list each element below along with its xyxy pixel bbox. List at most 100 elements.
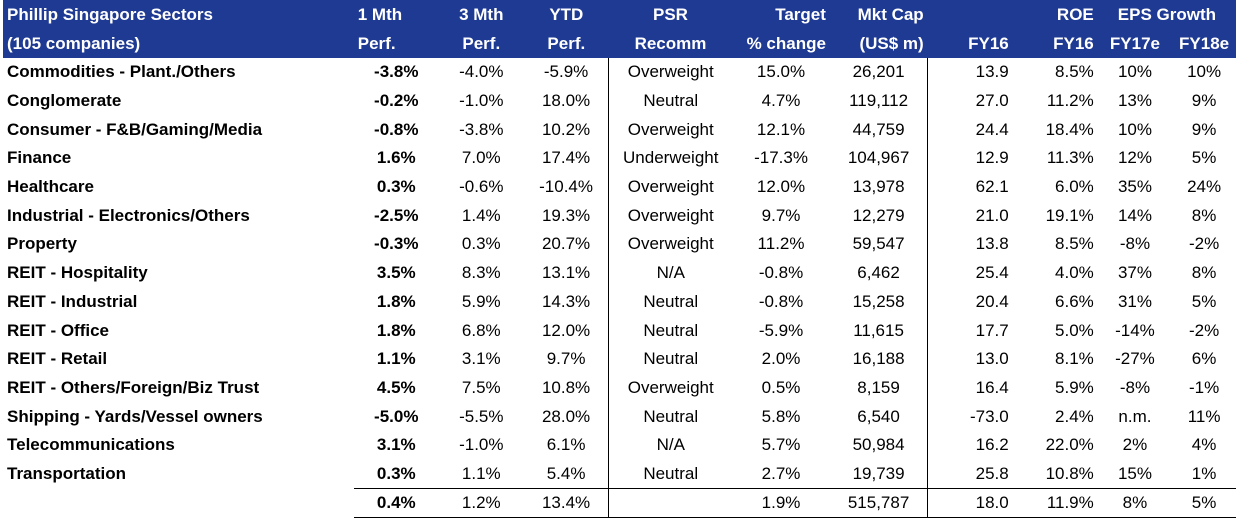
roe-fy16-cell: 11.9%: [1012, 487, 1098, 518]
eps-fy18e-cell: 6%: [1191, 349, 1217, 369]
eps-fy18e-cell: 9%: [1191, 91, 1217, 111]
pe-fy16-cell: 25.8: [975, 463, 1009, 483]
sector-name-cell: REIT - Retail: [7, 349, 108, 369]
psr-recomm-cell: Overweight: [627, 62, 714, 82]
header-3mth: 3 Mth: [438, 0, 524, 29]
sector-name-cell: Property: [7, 234, 77, 254]
eps-fy17e-cell: 37%: [1117, 263, 1152, 283]
psr-recomm-cell: Overweight: [627, 377, 714, 397]
psr-recomm-cell: Neutral: [643, 463, 699, 483]
table-row: Consumer - F&B/Gaming/Media -0.8% -3.8% 10.…: [3, 115, 1236, 145]
pe-fy16-cell: 16.4: [975, 377, 1009, 397]
table-row: REIT - Office 1.8% 6.8% 12.0% Neutral -5.9% 11…: [3, 316, 1236, 345]
sector-name-cell: REIT - Hospitality: [7, 263, 148, 283]
header-psr: PSR: [608, 0, 733, 29]
mkt-cap-cell: 50,984: [829, 430, 929, 460]
table-row: Conglomerate -0.2% -1.0% 18.0% Neutral 4.7% 11…: [3, 86, 1236, 116]
perf-3mth-cell: -5.5%: [459, 406, 504, 426]
table-row: Finance 1.6% 7.0% 17.4% Underweight -17.3% 104…: [3, 144, 1236, 173]
pe-fy16-cell: 13.9: [975, 62, 1009, 82]
sector-performance-table: Phillip Singapore Sectors 1 Mth 3 Mth YT…: [3, 0, 1236, 518]
table-row: REIT - Industrial 1.8% 5.9% 14.3% Neutral -0.…: [3, 287, 1236, 317]
target-change-cell: -5.9%: [758, 320, 804, 340]
perf-3mth-cell: 0.3%: [461, 234, 501, 254]
total-row: 0.4% 1.2% 13.4% 1.9% 515,787 18.0 11.9% 8% 5%: [3, 487, 1236, 518]
mkt-cap-cell: 6,540: [829, 402, 929, 431]
roe-fy16-cell: 8.5%: [1055, 62, 1094, 82]
eps-fy18e-cell: 9%: [1191, 119, 1217, 139]
roe-fy16-cell: 8.5%: [1055, 234, 1094, 254]
perf-1mth-cell: -0.2%: [374, 91, 419, 111]
perf-1mth-cell: 3.5%: [376, 263, 416, 283]
perf-3mth-cell: 1.1%: [461, 463, 501, 483]
target-change-cell: -17.3%: [754, 148, 808, 168]
table-row: Industrial - Electronics/Others -2.5% 1.4%…: [3, 201, 1236, 231]
perf-1mth-cell: 1.1%: [376, 349, 416, 369]
eps-fy17e-cell: 15%: [1117, 463, 1152, 483]
perf-ytd-cell: 19.3%: [523, 201, 610, 231]
roe-fy16-cell: 6.0%: [1055, 177, 1094, 197]
pe-fy16-cell: 13.8: [975, 234, 1009, 254]
mkt-cap-cell: 13,978: [829, 172, 929, 202]
psr-recomm-cell: N/A: [656, 263, 685, 283]
target-change-cell: 1.9%: [732, 487, 830, 518]
eps-fy17e-cell: 13%: [1117, 91, 1152, 111]
header-psr-recomm: Recomm: [608, 29, 733, 58]
target-change-cell: -0.8%: [758, 263, 804, 283]
table-body: Commodities - Plant./Others -3.8% -4.0% -5.…: [3, 58, 1236, 518]
eps-fy18e-cell: 24%: [1187, 177, 1222, 197]
mkt-cap-cell: 15,258: [829, 287, 929, 317]
pe-fy16-cell: 18.0: [927, 487, 1013, 518]
perf-3mth-cell: 6.8%: [461, 320, 501, 340]
perf-ytd-cell: 13.4%: [523, 487, 610, 518]
psr-recomm-cell: Neutral: [643, 406, 699, 426]
perf-1mth-cell: -5.0%: [374, 406, 419, 426]
mkt-cap-cell: 11,615: [829, 316, 929, 345]
psr-recomm-cell: Overweight: [627, 177, 714, 197]
target-change-cell: 9.7%: [761, 205, 801, 225]
perf-1mth-cell: 0.3%: [376, 463, 416, 483]
perf-ytd-cell: 18.0%: [523, 86, 610, 116]
perf-ytd-cell: 12.0%: [523, 316, 610, 345]
eps-fy17e-cell: 10%: [1117, 62, 1152, 82]
sector-name-cell: Healthcare: [7, 177, 94, 197]
pe-fy16-cell: 21.0: [975, 205, 1009, 225]
table-row: Commodities - Plant./Others -3.8% -4.0% -5.…: [3, 58, 1236, 87]
roe-fy16-cell: 18.4%: [1045, 119, 1094, 139]
mkt-cap-cell: 16,188: [829, 344, 929, 374]
header-3mth-perf: Perf.: [438, 29, 524, 58]
eps-fy18e-cell: -2%: [1188, 320, 1220, 340]
perf-3mth-cell: 1.2%: [438, 487, 524, 518]
target-change-cell: 12.1%: [756, 119, 806, 139]
perf-3mth-cell: -1.0%: [459, 435, 504, 455]
header-ytd: YTD: [523, 0, 609, 29]
eps-fy17e-cell: 8%: [1097, 487, 1173, 518]
mkt-cap-cell: 26,201: [829, 58, 929, 87]
header-row-2: (105 companies) Perf. Perf. Perf. Recomm…: [3, 29, 1236, 58]
sector-name-cell: Transportation: [7, 463, 127, 483]
pe-fy16-cell: 62.1: [975, 177, 1009, 197]
eps-fy17e-cell: 31%: [1117, 291, 1152, 311]
eps-fy17e-cell: 10%: [1117, 119, 1152, 139]
target-change-cell: 2.0%: [761, 349, 801, 369]
psr-recomm-cell: Neutral: [643, 91, 699, 111]
header-ytd-perf: Perf.: [523, 29, 609, 58]
target-change-cell: 12.0%: [756, 177, 806, 197]
mkt-cap-cell: 12,279: [829, 201, 929, 231]
pe-fy16-cell: -73.0: [969, 406, 1009, 426]
pe-fy16-cell: 27.0: [975, 91, 1009, 111]
mkt-cap-cell: 6,462: [829, 258, 929, 288]
mkt-cap-cell: 59,547: [829, 230, 929, 259]
sector-name-cell: [3, 488, 354, 517]
sector-name-cell: REIT - Others/Foreign/Biz Trust: [7, 377, 260, 397]
perf-3mth-cell: 7.0%: [461, 148, 501, 168]
table-row: Telecommunications 3.1% -1.0% 6.1% N/A 5.7% 50…: [3, 430, 1236, 460]
roe-fy16-cell: 5.9%: [1055, 377, 1094, 397]
pe-fy16-cell: 20.4: [975, 291, 1009, 311]
target-change-cell: 4.7%: [761, 91, 801, 111]
pe-fy16-cell: 17.7: [975, 320, 1009, 340]
perf-1mth-cell: -0.3%: [374, 234, 419, 254]
eps-fy17e-cell: 14%: [1117, 205, 1152, 225]
roe-fy16-cell: 4.0%: [1055, 263, 1094, 283]
eps-fy18e-cell: 8%: [1191, 205, 1217, 225]
